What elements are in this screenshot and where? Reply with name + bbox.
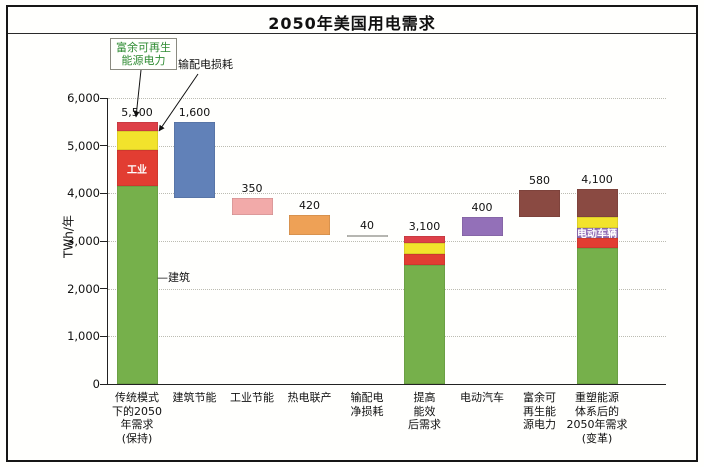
bar-segment-orange xyxy=(289,214,330,235)
bar-segment-yellow xyxy=(576,217,618,228)
bar-value-label: 5,500 xyxy=(121,105,153,119)
y-tick-label: 2,000 xyxy=(67,281,100,296)
bar-segment-purple: 电动车辆 xyxy=(576,227,618,238)
segment-inside-label: 工业 xyxy=(127,164,147,176)
gridline xyxy=(108,193,666,195)
bar-segment-green xyxy=(404,264,445,384)
bar-value-label: 4,100 xyxy=(581,172,613,186)
gridline xyxy=(108,145,666,147)
bar-segment-gray xyxy=(346,234,388,237)
x-category-label: 富余可 再生能 源电力 xyxy=(523,391,556,431)
y-tick-label: 4,000 xyxy=(67,186,100,201)
bar-segment-red xyxy=(404,254,445,265)
bar-segment-yellow xyxy=(404,242,445,255)
annotation-surplus-renewable: 富余可再生 能源电力 xyxy=(110,38,177,70)
x-category-label: 电动汽车 xyxy=(460,391,504,404)
y-axis-tick xyxy=(100,145,108,147)
bar-value-label: 400 xyxy=(471,201,493,215)
bar-value-label: 420 xyxy=(299,198,320,212)
bar-value-label: 580 xyxy=(529,173,550,187)
x-category-label: 输配电 净损耗 xyxy=(350,391,384,418)
y-axis-tick xyxy=(100,335,108,337)
gridline xyxy=(108,336,666,338)
y-axis-tick xyxy=(100,383,108,385)
bar-segment-maroon xyxy=(576,188,618,218)
bar-value-label: 3,100 xyxy=(408,220,441,234)
bar-segment-pink xyxy=(231,198,273,215)
gridline xyxy=(108,288,666,290)
bar-value-label: 1,600 xyxy=(178,105,211,119)
bar-segment-red: 工业 xyxy=(116,150,158,187)
annotation-building: —建筑 xyxy=(157,271,190,284)
x-category-label: 工业节能 xyxy=(230,391,274,404)
y-axis-tick xyxy=(100,192,108,194)
x-category-label: 重塑能源 体系后的 2050年需求 (变革) xyxy=(566,391,628,445)
bar-segment-red xyxy=(576,237,618,248)
chart-title: 2050年美国用电需求 xyxy=(268,14,436,33)
x-category-label: 热电联产 xyxy=(287,391,332,404)
y-tick-label: 6,000 xyxy=(67,91,100,105)
y-axis-tick xyxy=(100,240,108,242)
x-category-label: 传统模式 下的2050 年需求 (保持) xyxy=(112,391,162,445)
bar-segment-crimson xyxy=(404,236,445,243)
gridline xyxy=(108,98,666,99)
y-tick-label: 5,000 xyxy=(67,138,100,153)
y-axis-tick xyxy=(100,288,108,290)
bar-segment-green xyxy=(576,247,618,384)
bar-segment-green xyxy=(116,186,158,384)
segment-inside-label: 电动车辆 xyxy=(577,229,617,238)
bar-segment-maroon xyxy=(519,189,560,218)
bar-value-label: 350 xyxy=(241,182,263,196)
annotation-td-loss: 输配电损耗 xyxy=(178,58,233,71)
bar-segment-purple xyxy=(461,217,503,237)
bar-segment-yellow xyxy=(116,131,158,151)
y-tick-label: 3,000 xyxy=(67,234,100,248)
bar-segment-blue xyxy=(174,121,215,199)
title-divider xyxy=(8,33,696,34)
plot-area: 0 1,000 2,000 3,000 4,000 5,000 6,000 工业 5,500 传统… xyxy=(67,91,666,445)
gridline xyxy=(108,241,666,242)
bar-segment-crimson xyxy=(116,121,158,132)
y-axis-tick xyxy=(100,97,108,99)
x-category-label: 建筑节能 xyxy=(172,391,217,404)
x-category-label: 提高 能效 后需求 xyxy=(408,391,441,431)
y-tick-label: 1,000 xyxy=(67,329,100,344)
y-tick-label: 0 xyxy=(92,377,100,391)
bar-value-label: 40 xyxy=(360,218,374,232)
